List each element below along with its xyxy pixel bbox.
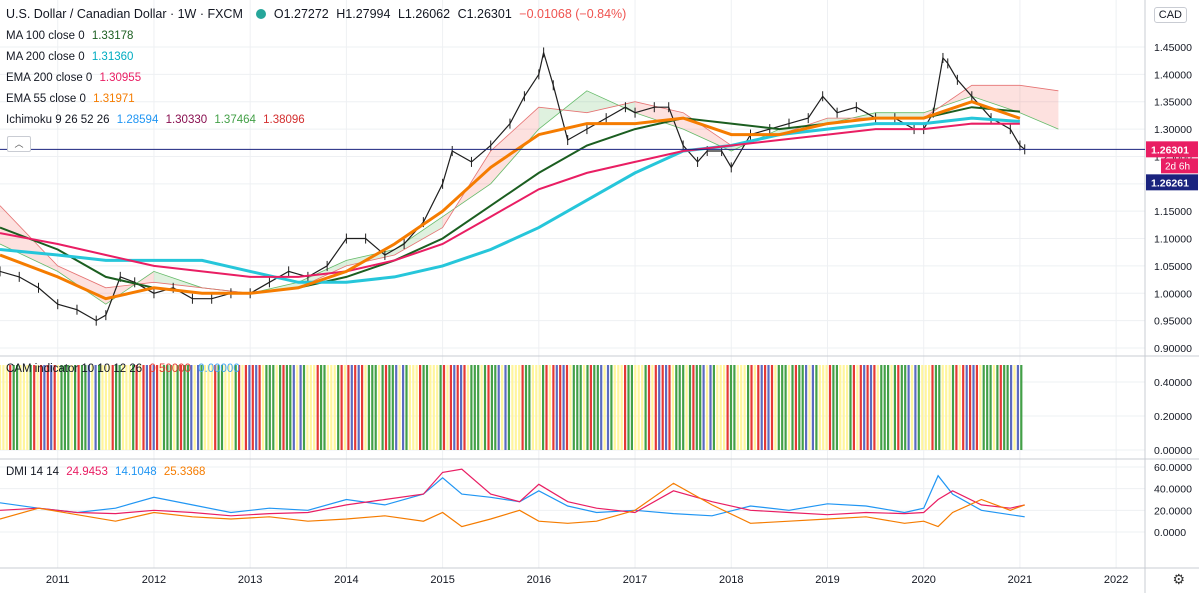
x-tick-label: 2021 xyxy=(1008,574,1032,586)
price-tick-label: 0.90000 xyxy=(1154,343,1192,355)
indicator-value: 14.1048 xyxy=(115,466,157,478)
indicator-value: 1.31360 xyxy=(91,51,134,63)
x-tick-label: 2019 xyxy=(815,574,839,586)
cloud-segment xyxy=(57,265,106,305)
ma-line xyxy=(0,116,1021,284)
cam-tick-label: 0.20000 xyxy=(1154,411,1192,423)
cam-tick-label: 0.00000 xyxy=(1154,445,1192,457)
x-tick-label: 2017 xyxy=(623,574,647,586)
indicator-value: 0.50000 xyxy=(149,363,191,375)
dmi-tick-label: 60.0000 xyxy=(1154,462,1192,474)
dmi-tick-label: 40.0000 xyxy=(1154,484,1192,496)
market-status-icon xyxy=(256,9,267,19)
indicator-label: MA 100 close 0 xyxy=(6,30,85,42)
ma-line xyxy=(0,100,1021,301)
indicator-label: EMA 55 close 0 xyxy=(6,93,86,105)
indicator-legend-ema55[interactable]: EMA 55 close 0 1.31971 xyxy=(6,93,139,105)
indicator-value: 24.9453 xyxy=(66,466,108,478)
dmi-tick-label: 20.0000 xyxy=(1154,505,1192,517)
high-value: H1.27994 xyxy=(336,7,391,21)
dmi-line xyxy=(0,482,1025,528)
last-price-tag xyxy=(1146,141,1198,158)
ichimoku-cloud xyxy=(0,84,1059,305)
x-tick-label: 2018 xyxy=(719,574,743,586)
indicator-legend-cam[interactable]: CAM indicator 10 10 12 26 0.50000 0.0000… xyxy=(6,363,244,375)
price-tick-label: 1.00000 xyxy=(1154,288,1192,300)
cam-indicator-bars xyxy=(0,365,1023,450)
low-value: L1.26062 xyxy=(397,7,451,21)
dmi-line xyxy=(0,474,1025,518)
countdown-tag xyxy=(1161,158,1198,174)
indicator-label: EMA 200 close 0 xyxy=(6,72,93,84)
cloud-segment xyxy=(635,101,684,130)
indicator-legend-ma200[interactable]: MA 200 close 0 1.31360 xyxy=(6,51,137,63)
x-tick-label: 2012 xyxy=(142,574,166,586)
settings-gear-icon[interactable]: ⚙ xyxy=(1172,571,1185,587)
price-tick-label: 1.30000 xyxy=(1154,124,1192,136)
indicator-value: 1.30330 xyxy=(165,114,208,126)
open-value: O1.27272 xyxy=(273,7,329,21)
price-tick-label: 1.10000 xyxy=(1154,234,1192,246)
indicator-legend-dmi[interactable]: DMI 14 14 24.9453 14.1048 25.3368 xyxy=(6,466,209,478)
low-price-label: 1.26261 xyxy=(1151,177,1189,189)
cloud-segment xyxy=(1019,85,1059,130)
indicator-value: 0.00000 xyxy=(198,363,240,375)
indicator-legend-ma100[interactable]: MA 100 close 0 1.33178 xyxy=(6,30,137,42)
x-tick-label: 2015 xyxy=(430,574,454,586)
indicator-legend-ema200[interactable]: EMA 200 close 0 1.30955 xyxy=(6,72,145,84)
x-tick-label: 2022 xyxy=(1104,574,1128,586)
last-price-label: 1.26301 xyxy=(1151,144,1189,156)
countdown-label: 2d 6h xyxy=(1165,161,1190,172)
change-value: −0.01068 (−0.84%) xyxy=(519,7,627,21)
cam-tick-label: 0.40000 xyxy=(1154,377,1192,389)
price-tick-label: 1.40000 xyxy=(1154,69,1192,81)
low-price-tag xyxy=(1146,174,1198,191)
indicator-legend-ichimoku[interactable]: Ichimoku 9 26 52 26 1.28594 1.30330 1.37… xyxy=(6,114,309,126)
x-tick-label: 2011 xyxy=(46,574,70,586)
chart-header: U.S. Dollar / Canadian Dollar · 1W · FXC… xyxy=(6,7,630,21)
price-tick-label: 1.05000 xyxy=(1154,261,1192,273)
x-tick-label: 2016 xyxy=(527,574,551,586)
price-series xyxy=(0,47,1026,326)
price-tick-label: 0.95000 xyxy=(1154,316,1192,328)
indicator-value: 25.3368 xyxy=(163,466,206,478)
currency-button[interactable]: CAD xyxy=(1153,7,1187,23)
indicator-value: 1.28594 xyxy=(116,114,159,126)
price-markers: 1.26301 2d 6h 1.26261 xyxy=(0,141,1198,191)
cloud-segment xyxy=(971,85,1020,113)
moving-averages xyxy=(0,100,1021,301)
dmi-tick-label: 0.0000 xyxy=(1154,527,1186,539)
ichimoku-span-a xyxy=(0,90,1059,305)
dmi-lines xyxy=(0,468,1025,528)
price-tick-label: 1.45000 xyxy=(1154,42,1192,54)
indicator-value: 1.31971 xyxy=(93,93,135,105)
indicator-label: Ichimoku 9 26 52 26 xyxy=(6,114,110,126)
price-tick-label: 1.15000 xyxy=(1154,206,1192,218)
x-tick-label: 2014 xyxy=(334,574,358,586)
indicator-value: 1.37464 xyxy=(214,114,256,126)
indicator-value: 1.30955 xyxy=(99,72,142,84)
cloud-segment xyxy=(394,216,443,255)
x-tick-label: 2020 xyxy=(911,574,935,586)
dmi-line xyxy=(0,468,1025,517)
symbol-title[interactable]: U.S. Dollar / Canadian Dollar · 1W · FXC… xyxy=(6,7,243,21)
price-tick-label: 1.35000 xyxy=(1154,97,1192,109)
indicator-label: CAM indicator 10 10 12 26 xyxy=(6,363,143,375)
x-tick-label: 2013 xyxy=(238,574,262,586)
indicator-value: 1.38096 xyxy=(263,114,305,126)
indicator-label: MA 200 close 0 xyxy=(6,51,85,63)
cloud-segment xyxy=(490,107,539,184)
close-value: C1.26301 xyxy=(457,7,512,21)
collapse-legend-button[interactable]: ︿ xyxy=(7,136,31,152)
ma-line xyxy=(0,122,1020,278)
indicator-value: 1.33178 xyxy=(91,30,134,42)
indicator-label: DMI 14 14 xyxy=(6,466,60,478)
